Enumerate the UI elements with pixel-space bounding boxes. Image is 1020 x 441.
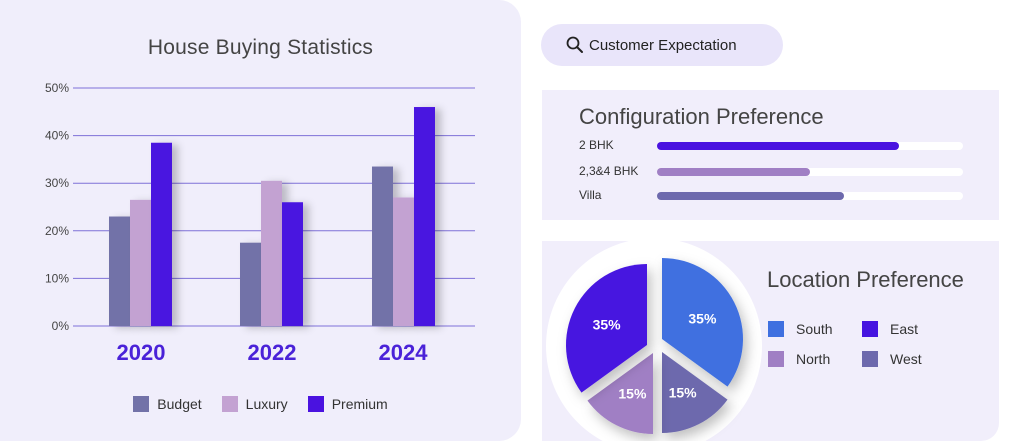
pie-legend-label-west: West bbox=[890, 351, 922, 367]
bar-chart-title: House Buying Statistics bbox=[147, 36, 374, 59]
pie-legend-east: East bbox=[862, 321, 952, 337]
bar-chart: 0% 10% 20% 30% 40% 50% bbox=[45, 81, 475, 333]
bar-luxury-2020 bbox=[130, 199, 151, 326]
pie-swatch-west bbox=[862, 351, 878, 367]
y-tick-label: 20% bbox=[45, 224, 69, 238]
config-label-villa: Villa bbox=[579, 188, 602, 202]
configuration-title: Configuration Preference bbox=[579, 104, 824, 129]
pie-legend-label-east: East bbox=[890, 321, 919, 337]
bar-budget-2024 bbox=[372, 166, 393, 326]
pie-chart: 35% 15% 15% 35% bbox=[546, 241, 762, 441]
pie-legend: South East North West bbox=[768, 321, 952, 367]
pie-slice-west bbox=[662, 352, 728, 433]
y-tick-label: 30% bbox=[45, 176, 69, 190]
config-track-villa bbox=[657, 192, 963, 200]
legend-item-budget: Budget bbox=[133, 396, 202, 412]
bar-legend: Budget Luxury Premium bbox=[0, 396, 521, 412]
config-row-2bhk: 2 BHK bbox=[579, 138, 979, 154]
y-tick-label: 0% bbox=[52, 319, 70, 333]
legend-swatch-luxury bbox=[221, 396, 238, 412]
y-tick-label: 40% bbox=[45, 129, 69, 143]
bar-premium-2024 bbox=[414, 107, 435, 326]
legend-swatch-premium bbox=[307, 396, 324, 412]
y-tick-label: 10% bbox=[45, 271, 69, 285]
pie-label-north: 15% bbox=[618, 385, 647, 401]
legend-label-premium: Premium bbox=[331, 396, 388, 412]
location-title: Location Preference bbox=[767, 267, 964, 292]
pie-swatch-east bbox=[862, 321, 878, 337]
pie-label-east: 35% bbox=[593, 316, 622, 332]
pie-swatch-north bbox=[768, 351, 784, 367]
config-bar-234bhk bbox=[657, 168, 810, 176]
search-label: Customer Expectation bbox=[589, 36, 737, 54]
pie-slice-south bbox=[662, 258, 743, 387]
bar-luxury-2024 bbox=[393, 197, 414, 326]
legend-label-luxury: Luxury bbox=[245, 396, 288, 412]
legend-swatch-budget bbox=[133, 396, 150, 412]
pie-legend-label-south: South bbox=[796, 321, 833, 337]
category-label-2024: 2024 bbox=[378, 340, 428, 365]
category-label-2020: 2020 bbox=[116, 340, 166, 365]
config-track-234bhk bbox=[657, 168, 963, 176]
y-tick-label: 50% bbox=[45, 81, 69, 95]
bar-premium-2020 bbox=[151, 142, 172, 326]
legend-item-premium: Premium bbox=[307, 396, 388, 412]
legend-label-budget: Budget bbox=[157, 396, 202, 412]
bar-luxury-2022 bbox=[261, 180, 282, 326]
pie-label-west: 15% bbox=[669, 384, 698, 400]
pie-slice-north bbox=[587, 353, 653, 434]
config-bar-2bhk bbox=[657, 142, 899, 150]
bar-premium-2022 bbox=[282, 202, 303, 326]
pie-swatch-south bbox=[768, 321, 784, 337]
customer-expectation-search[interactable]: Customer Expectation bbox=[541, 24, 783, 66]
configuration-card: Configuration Preference 2 BHK 2,3&4 BHK… bbox=[542, 90, 999, 220]
pie-legend-south: South bbox=[768, 321, 862, 337]
config-label-234bhk: 2,3&4 BHK bbox=[579, 164, 639, 178]
category-label-2022: 2022 bbox=[247, 340, 297, 365]
bar-budget-2022 bbox=[240, 242, 261, 326]
config-label-2bhk: 2 BHK bbox=[579, 138, 614, 152]
config-row-234bhk: 2,3&4 BHK bbox=[579, 164, 979, 180]
config-row-villa: Villa bbox=[579, 188, 979, 204]
pie-label-south: 35% bbox=[688, 310, 717, 326]
pie-legend-west: West bbox=[862, 351, 952, 367]
bar-budget-2020 bbox=[109, 216, 130, 326]
legend-item-luxury: Luxury bbox=[221, 396, 288, 412]
config-track-2bhk bbox=[657, 142, 963, 150]
location-card: 35% 15% 15% 35% Location Preference South E… bbox=[542, 241, 999, 441]
pie-legend-north: North bbox=[768, 351, 862, 367]
search-icon bbox=[566, 36, 583, 53]
pie-legend-label-north: North bbox=[796, 351, 831, 367]
pie-slice-east bbox=[566, 264, 647, 393]
config-bar-villa bbox=[657, 192, 844, 200]
